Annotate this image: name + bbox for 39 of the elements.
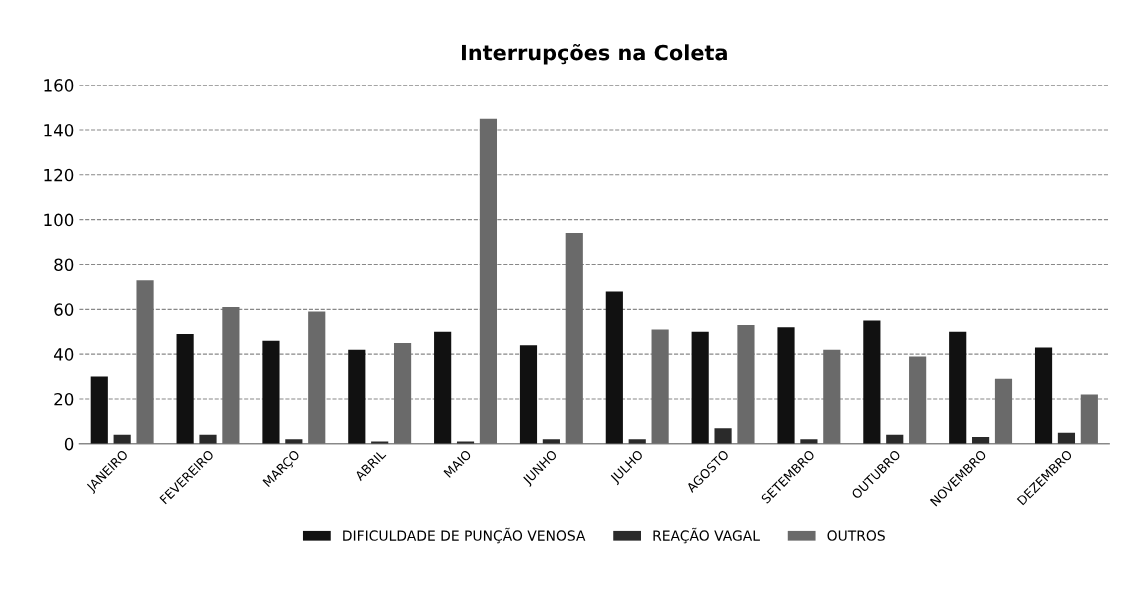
bar	[308, 311, 326, 444]
bar	[605, 291, 623, 444]
bar	[222, 307, 240, 444]
bar	[651, 329, 669, 444]
bar	[994, 378, 1013, 444]
chart-title: Interrupções na Coleta	[461, 43, 727, 65]
bar	[949, 331, 967, 444]
y-tick-label: 120	[44, 168, 74, 182]
bar	[714, 428, 732, 444]
bar	[863, 320, 881, 444]
y-tick-label: 140	[44, 123, 74, 137]
bar	[176, 333, 194, 444]
legend-label: REAÇÃO VAGAL	[653, 527, 760, 544]
legend-label: DIFICULDADE DE PUNÇÃO VENOSA	[343, 527, 586, 544]
legend-label: OUTROS	[827, 530, 885, 541]
bar	[1034, 347, 1053, 444]
bar	[737, 325, 755, 444]
y-tick-label: 0	[64, 437, 74, 451]
bar	[262, 340, 280, 444]
bar	[348, 349, 366, 444]
y-tick-label: 80	[54, 258, 74, 272]
y-tick-label: 40	[53, 348, 74, 361]
bar	[434, 331, 452, 444]
bar	[823, 349, 841, 444]
y-tick-label: 60	[54, 303, 74, 316]
bar	[90, 376, 108, 444]
bar	[136, 280, 154, 444]
bar	[394, 342, 412, 444]
bar	[777, 327, 795, 444]
bar	[479, 118, 498, 444]
bar	[691, 331, 709, 444]
bar	[565, 233, 583, 444]
bar	[519, 345, 538, 444]
y-tick-label: 160	[44, 79, 74, 92]
bar	[199, 434, 217, 444]
y-tick-label: 20	[54, 392, 74, 406]
y-tick-label: 100	[44, 213, 74, 227]
bar	[909, 356, 927, 444]
bar	[1080, 394, 1098, 444]
